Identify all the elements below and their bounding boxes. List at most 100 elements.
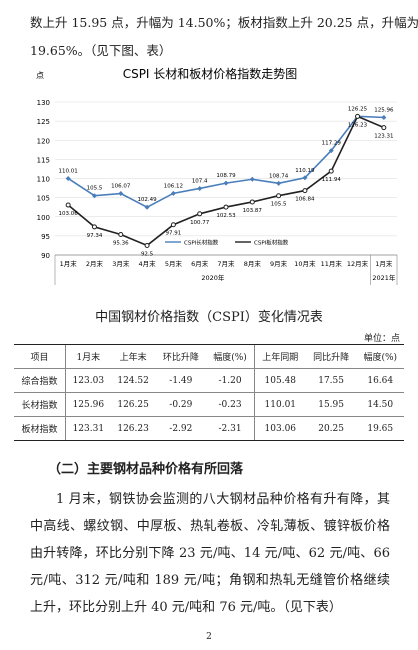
text-line: 数上升 15.95 点，升幅为 14.50%；板材指数上升 20.25 点，升幅…: [30, 15, 418, 30]
data-label: 103.87: [243, 208, 263, 214]
point: [302, 188, 308, 194]
point: [381, 125, 387, 131]
table-cell: 幅度(%): [206, 344, 255, 369]
point: [276, 180, 282, 186]
table-cell: 项目: [14, 344, 66, 369]
table-cell: 123.03: [64, 368, 111, 393]
table-cell: 长材指数: [14, 392, 66, 417]
y-tick-label: 110: [37, 176, 50, 184]
table-cell: -1.20: [206, 368, 255, 393]
chart-title: CSPI 长材和板材价格指数走势图: [123, 66, 298, 81]
table-cell: 110.01: [253, 392, 306, 417]
point: [197, 211, 203, 217]
data-label: 126.25: [348, 106, 368, 112]
table-cell: -0.29: [155, 392, 207, 417]
x-tick-label: 9月末: [270, 259, 288, 268]
table-cell: 综合指数: [14, 368, 66, 393]
point: [170, 222, 176, 228]
point: [328, 168, 334, 174]
table-cell: 幅度(%): [356, 344, 404, 369]
data-label: 95.36: [113, 240, 129, 246]
table-row: 长材指数 125.96 126.25 -0.29 -0.23 110.01 15.95 14.…: [14, 392, 404, 417]
table-cell: 105.48: [253, 368, 306, 393]
point: [118, 231, 124, 237]
point: [91, 224, 97, 230]
data-label: 126.23: [348, 122, 368, 128]
y-tick-label: 125: [37, 118, 50, 126]
table-cell: 17.55: [305, 368, 357, 393]
table-cell: -1.49: [155, 368, 207, 393]
x-tick-label: 7月末: [217, 259, 235, 268]
table-cell: 126.23: [110, 416, 156, 441]
group-label: 2020年: [201, 273, 225, 282]
data-label: 106.12: [164, 183, 183, 189]
x-tick-label: 1月末: [60, 259, 78, 268]
data-label: 97.34: [87, 233, 103, 239]
point: [223, 204, 229, 210]
point: [328, 148, 334, 154]
x-tick-label: 12月末: [347, 259, 369, 268]
table-cell: 14.50: [356, 392, 404, 417]
data-label: 125.96: [374, 107, 394, 113]
data-label: 103.06: [59, 211, 79, 217]
data-label: 123.31: [374, 134, 393, 140]
x-tick-label: 10月末: [294, 259, 316, 268]
table-row: 项目 1月末 上年末 环比升降 幅度(%) 上年同期 同比升降 幅度(%): [14, 344, 404, 369]
x-tick-label: 3月末: [112, 259, 130, 268]
table-cell: 103.06: [253, 416, 306, 441]
table-cell: 123.31: [64, 416, 111, 441]
point: [144, 204, 150, 210]
data-label: 102.49: [137, 197, 157, 203]
data-label: 117.29: [322, 141, 342, 147]
point: [249, 176, 255, 182]
data-label: 105.5: [271, 202, 287, 208]
table-unit: 单位：点: [363, 334, 400, 344]
table-cell: -0.23: [206, 392, 255, 417]
table-cell: 上年同期: [253, 344, 306, 369]
legend-label: CSPI长材指数: [184, 239, 219, 247]
data-label: 106.84: [295, 197, 315, 203]
data-label: 106.07: [111, 184, 131, 190]
data-label: 110.01: [59, 168, 78, 174]
data-label: 107.4: [192, 178, 208, 184]
y-tick-label: 120: [37, 137, 50, 145]
table: 项目 1月末 上年末 环比升降 幅度(%) 上年同期 同比升降 幅度(%) 综合指数 123.03…: [14, 344, 404, 441]
y-tick-label: 130: [37, 99, 50, 107]
data-label: 110.19: [295, 168, 315, 174]
y-tick-label: 105: [37, 195, 50, 203]
table-row: 板材指数 123.31 126.23 -2.92 -2.31 103.06 20.25 19.…: [14, 416, 404, 441]
point: [144, 242, 150, 248]
point: [381, 114, 387, 120]
data-label: 111.94: [322, 177, 342, 183]
table-cell: 125.96: [64, 392, 111, 417]
point: [118, 191, 124, 197]
x-tick-label: 1月末: [375, 259, 393, 268]
point: [65, 175, 71, 181]
point: [170, 190, 176, 196]
data-label: 105.5: [87, 186, 103, 192]
data-label: 102.53: [216, 213, 236, 219]
table-cell: -2.31: [206, 416, 255, 441]
x-tick-label: 6月末: [191, 259, 209, 268]
data-label: 108.74: [269, 173, 289, 179]
table-title: 中国钢材价格指数（CSPI）变化情况表: [95, 310, 323, 325]
table-cell: 126.25: [110, 392, 156, 417]
point: [65, 202, 71, 208]
chart: CSPI 长材和板材价格指数走势图 点 90 95 100 105 110 115 120 1…: [36, 66, 398, 285]
y-tick-label: 95: [41, 233, 50, 241]
table-cell: 上年末: [110, 344, 156, 369]
table-cell: 20.25: [305, 416, 357, 441]
table-cell: 16.64: [356, 368, 404, 393]
x-tick-label: 2月末: [86, 259, 104, 268]
data-label: 108.79: [216, 173, 236, 179]
table-cell: -2.92: [155, 416, 207, 441]
point: [302, 175, 308, 181]
point: [276, 193, 282, 199]
point: [355, 113, 361, 119]
y-tick-label: 90: [41, 252, 50, 260]
y-tick-label: 100: [37, 214, 50, 222]
point: [197, 185, 203, 191]
point: [91, 193, 97, 199]
data-label: 92.5: [141, 251, 154, 257]
